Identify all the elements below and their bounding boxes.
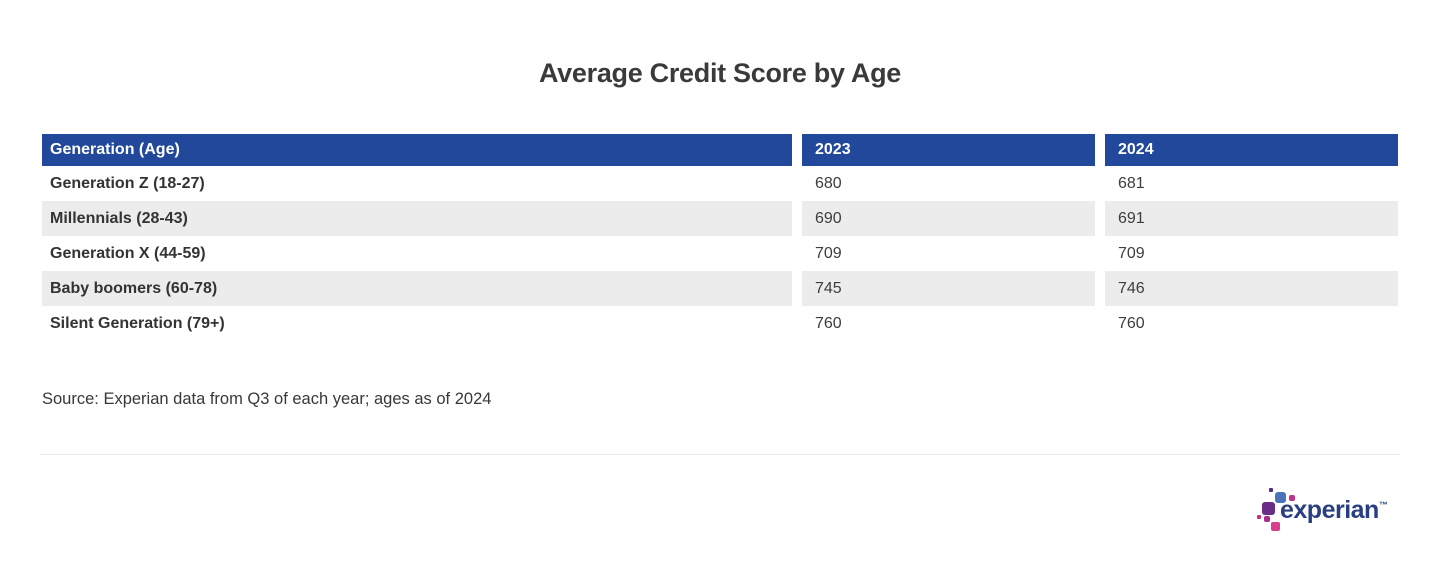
experian-brand-text: experian bbox=[1280, 496, 1379, 524]
generation-cell: Generation X (44-59) bbox=[42, 236, 792, 271]
trademark-symbol: ™ bbox=[1378, 500, 1388, 510]
generation-cell: Baby boomers (60-78) bbox=[42, 271, 792, 306]
score-2024-cell: 681 bbox=[1105, 166, 1398, 201]
logo-purple-square-icon bbox=[1262, 502, 1275, 515]
page-title: Average Credit Score by Age bbox=[538, 58, 902, 88]
score-2023-cell: 690 bbox=[802, 201, 1095, 236]
table-row: Silent Generation (79+) 760 760 bbox=[42, 306, 1398, 341]
footer-divider bbox=[40, 454, 1400, 455]
header-cell-2023: 2023 bbox=[802, 134, 1095, 166]
table-row: Generation X (44-59) 709 709 bbox=[42, 236, 1398, 271]
score-2023-cell: 760 bbox=[802, 306, 1095, 341]
score-2024-cell: 691 bbox=[1105, 201, 1398, 236]
experian-logo: experian™ bbox=[1256, 486, 1401, 546]
score-2023-cell: 680 bbox=[802, 166, 1095, 201]
logo-pink-square-icon bbox=[1271, 522, 1280, 531]
source-note: Source: Experian data from Q3 of each ye… bbox=[42, 390, 492, 408]
score-2023-cell: 709 bbox=[802, 236, 1095, 271]
score-2024-cell: 760 bbox=[1105, 306, 1398, 341]
generation-cell: Silent Generation (79+) bbox=[42, 306, 792, 341]
logo-violet-dot-icon bbox=[1269, 488, 1273, 492]
generation-cell: Millennials (28-43) bbox=[42, 201, 792, 236]
score-2024-cell: 709 bbox=[1105, 236, 1398, 271]
logo-blue-square-icon bbox=[1275, 492, 1286, 503]
table-header-row: Generation (Age) 2023 2024 bbox=[42, 134, 1398, 166]
table-row: Generation Z (18-27) 680 681 bbox=[42, 166, 1398, 201]
generation-cell: Generation Z (18-27) bbox=[42, 166, 792, 201]
logo-magenta-square-icon bbox=[1289, 495, 1295, 501]
header-cell-2024: 2024 bbox=[1105, 134, 1398, 166]
score-2023-cell: 745 bbox=[802, 271, 1095, 306]
header-cell-generation: Generation (Age) bbox=[42, 134, 792, 166]
credit-score-table: Generation (Age) 2023 2024 Generation Z … bbox=[42, 134, 1398, 341]
table-row: Baby boomers (60-78) 745 746 bbox=[42, 271, 1398, 306]
table-row: Millennials (28-43) 690 691 bbox=[42, 201, 1398, 236]
logo-magenta-small-square-icon bbox=[1264, 516, 1270, 522]
score-2024-cell: 746 bbox=[1105, 271, 1398, 306]
logo-magenta-dot-icon bbox=[1257, 515, 1261, 519]
experian-wordmark: experian™ bbox=[1280, 496, 1388, 525]
